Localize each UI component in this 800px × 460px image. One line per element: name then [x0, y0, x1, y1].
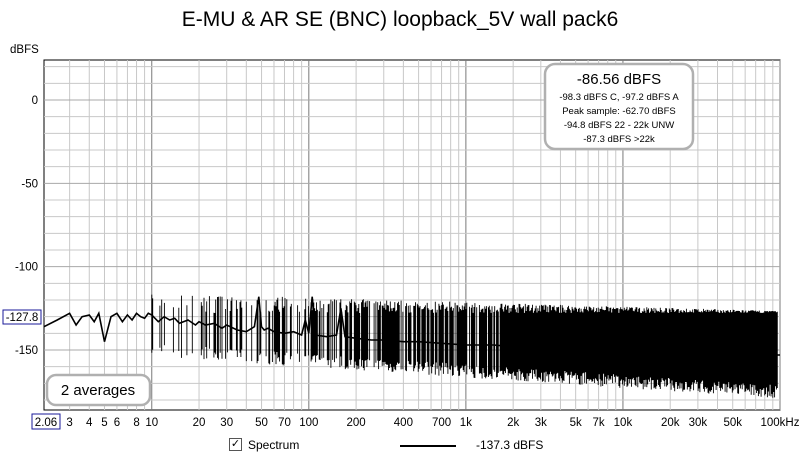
spectrum-chart[interactable]: dBFS 2.06 3 4 5 6 8 10 20 30 50 70 100 200 400 700 1k 2k…: [0, 0, 800, 436]
chart-title: E-MU & AR SE (BNC) loopback_5V wall pack…: [181, 8, 619, 31]
spectrum-checkbox[interactable]: ✓: [229, 438, 242, 451]
x-tick-label: 3: [66, 417, 72, 429]
summary-line: -87.3 dBFS >22k: [583, 134, 655, 145]
y-tick-label: 0: [32, 95, 38, 107]
x-tick-label: 20k: [661, 417, 680, 429]
x-tick-label: 50: [255, 417, 268, 429]
x-tick-label: 6: [114, 417, 120, 429]
x-tick-label: 50k: [723, 417, 742, 429]
x-tick-label: 1k: [460, 417, 472, 429]
y-axis-label: dBFS: [10, 44, 39, 56]
x-tick-label: 700: [432, 417, 451, 429]
summary-main-value: -86.56 dBFS: [577, 71, 661, 88]
summary-line: Peak sample: -62.70 dBFS: [562, 106, 676, 117]
x-tick-label: 8: [133, 417, 139, 429]
noise-floor-band: [151, 294, 778, 398]
averages-badge: 2 averages: [45, 373, 152, 407]
x-tick-label: 10: [145, 417, 158, 429]
x-tick-label: 70: [278, 417, 291, 429]
summary-box: -86.56 dBFS -98.3 dBFS C, -97.2 dBFS A P…: [543, 62, 695, 151]
x-tick-label: 3k: [535, 417, 547, 429]
x-tick-label: 5k: [570, 417, 582, 429]
cursor-level-label[interactable]: -127.8: [2, 309, 42, 325]
y-tick-label: -150: [15, 345, 38, 357]
x-tick-label: 4: [86, 417, 93, 429]
averages-label: 2 averages: [61, 382, 135, 399]
x-tick-label: 5: [101, 417, 107, 429]
x-axis-start-box: [31, 413, 61, 430]
x-axis-tick-labels: 2.06 3 4 5 6 8 10 20 30 50 70 100 200 400 700 1k 2k 3k 5k 7…: [31, 413, 800, 430]
y-axis-tick-labels: 0 -50 -100 -150: [15, 95, 38, 357]
x-tick-label: 400: [394, 417, 413, 429]
summary-line: -94.8 dBFS 22 - 22k UNW: [564, 120, 674, 131]
x-tick-label: 7k: [593, 417, 605, 429]
x-tick-label: 30k: [689, 417, 708, 429]
x-tick-label: 100: [299, 417, 318, 429]
legend-series-label: Spectrum: [248, 438, 300, 452]
legend: ✓ Spectrum -137.3 dBFS: [0, 436, 800, 458]
spectrum-trace: [43, 294, 780, 398]
x-tick-label: 100kHz: [761, 417, 800, 429]
x-tick-label: 20: [193, 417, 206, 429]
x-tick-label: 2k: [507, 417, 519, 429]
cursor-level-value: -127.8: [6, 312, 39, 324]
horizontal-gridlines: [44, 66, 780, 401]
x-tick-label: 2.06: [35, 417, 57, 429]
summary-line: -98.3 dBFS C, -97.2 dBFS A: [559, 92, 679, 103]
x-tick-label: 30: [220, 417, 233, 429]
x-tick-label: 10k: [614, 417, 633, 429]
y-tick-label: -100: [15, 262, 38, 274]
legend-series-value: -137.3 dBFS: [476, 438, 544, 452]
y-tick-label: -50: [21, 178, 38, 190]
x-tick-label: 200: [347, 417, 366, 429]
legend-line-swatch: [400, 445, 456, 447]
